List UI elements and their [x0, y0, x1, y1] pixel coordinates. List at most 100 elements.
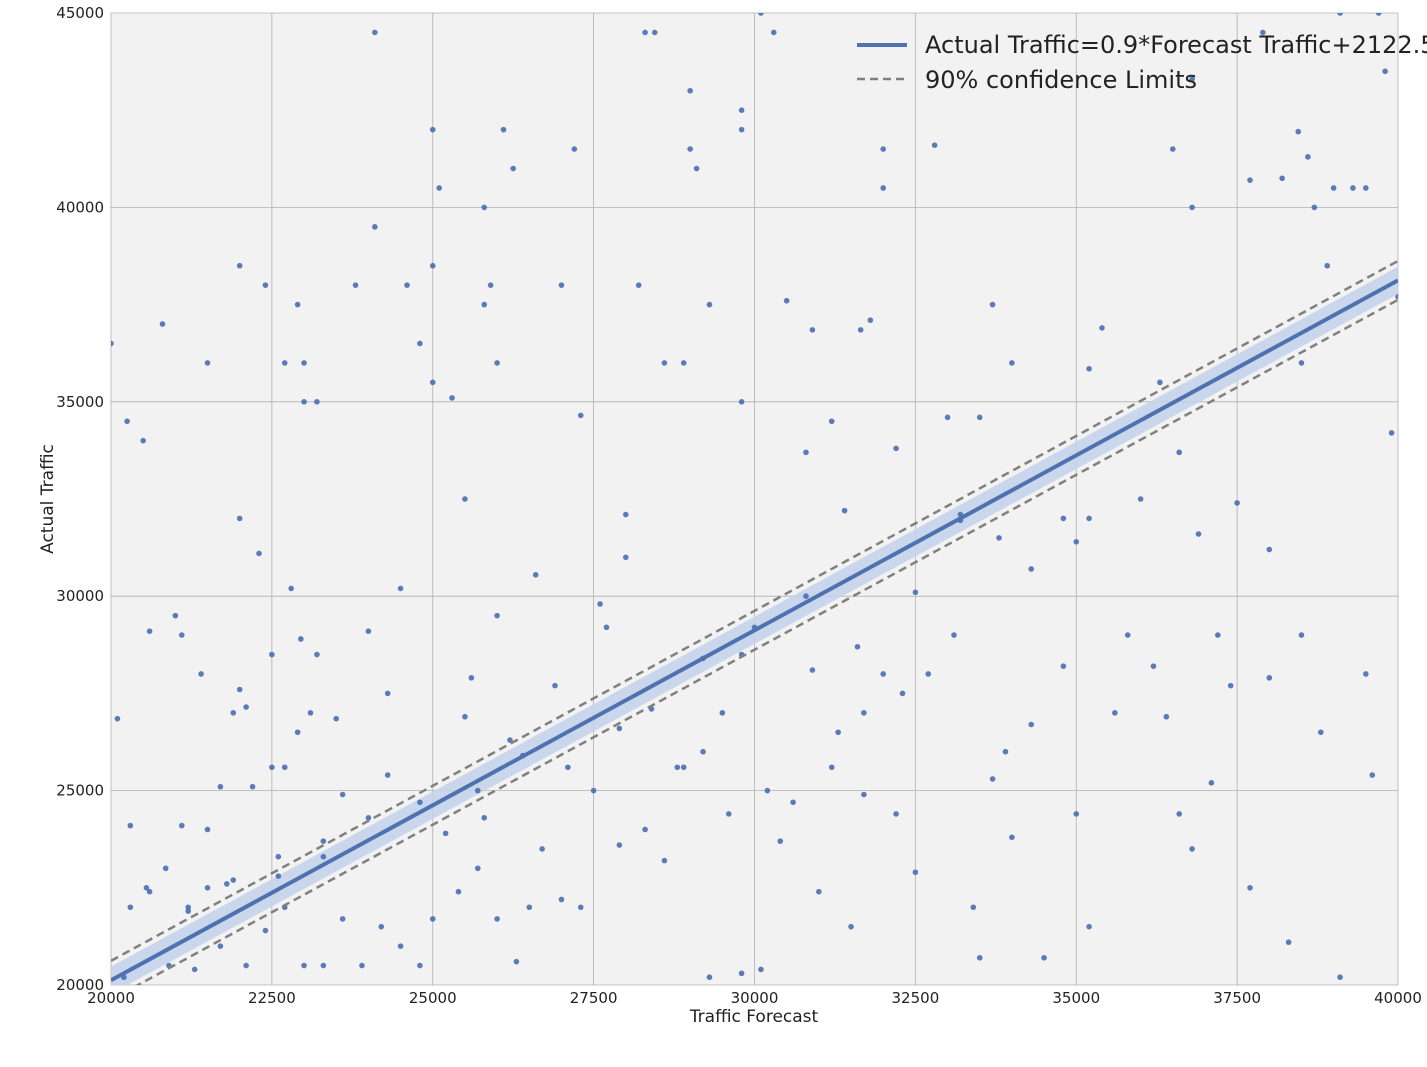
x-tick-label: 30000 [731, 989, 779, 1007]
data-point [828, 764, 835, 771]
data-point [1305, 154, 1311, 160]
data-point [127, 822, 134, 829]
data-point [1099, 325, 1105, 331]
y-axis-label: Actual Traffic [38, 444, 58, 554]
data-point [1311, 204, 1318, 211]
data-point [507, 737, 513, 743]
data-point [1382, 68, 1388, 75]
data-point [661, 360, 668, 366]
data-point [481, 301, 488, 308]
data-point [680, 764, 687, 771]
data-point [1073, 538, 1080, 545]
data-point [1279, 175, 1285, 182]
data-point [217, 943, 224, 949]
data-point [301, 399, 307, 405]
data-point [198, 671, 204, 677]
data-point [230, 877, 237, 883]
data-point [951, 632, 957, 638]
data-point [320, 853, 327, 860]
data-point [603, 624, 610, 631]
data-point [1073, 811, 1080, 817]
x-axis-ticks: 20000 22500 25000 27500 30000 32500 35000 37500… [87, 989, 1422, 1007]
data-point [706, 974, 713, 981]
data-point [674, 764, 681, 771]
data-point [1363, 185, 1369, 191]
data-point [462, 713, 468, 720]
data-point [803, 449, 809, 456]
y-axis-ticks: 20000 25000 30000 35000 40000 45000 [56, 4, 104, 994]
data-point [384, 772, 391, 778]
x-tick-label: 40000 [1374, 989, 1422, 1007]
data-point [256, 550, 262, 557]
data-point [468, 675, 475, 681]
data-point [1009, 360, 1015, 366]
data-point [236, 262, 243, 269]
data-point [1260, 29, 1266, 36]
data-point [204, 360, 211, 366]
data-point [429, 379, 436, 386]
data-point [1195, 531, 1202, 537]
data-point [185, 904, 192, 911]
data-point [301, 962, 307, 969]
lower-confidence-limit [135, 298, 1398, 985]
data-point [565, 764, 571, 771]
data-point [417, 340, 423, 347]
data-point [738, 399, 745, 405]
data-point [1176, 449, 1183, 456]
data-point [455, 888, 462, 895]
data-point [372, 224, 378, 230]
data-point [301, 360, 307, 366]
data-point [738, 107, 745, 113]
data-point [1208, 780, 1215, 786]
data-point [880, 671, 886, 677]
data-point [841, 507, 848, 514]
data-point [404, 282, 410, 288]
data-point [294, 301, 301, 308]
data-point [1150, 663, 1157, 669]
data-point [687, 87, 693, 94]
x-tick-label: 35000 [1052, 989, 1100, 1007]
data-point [1189, 76, 1195, 82]
data-point [230, 710, 237, 716]
data-point [146, 628, 153, 634]
x-tick-label: 37500 [1213, 989, 1261, 1007]
data-point [861, 710, 867, 716]
data-point [442, 830, 449, 837]
data-point [359, 962, 365, 969]
data-point [333, 715, 340, 722]
data-point [1028, 566, 1035, 572]
data-point [397, 943, 404, 949]
data-point [577, 904, 584, 911]
data-point [384, 690, 391, 697]
data-point [204, 885, 211, 891]
data-point [1189, 846, 1195, 852]
upper-confidence-limit [111, 259, 1398, 962]
data-point [146, 888, 153, 895]
data-point [429, 262, 436, 269]
data-point [474, 865, 481, 872]
data-point [738, 970, 745, 977]
data-point [651, 29, 658, 36]
data-point [1176, 811, 1183, 817]
y-tick-label: 45000 [56, 4, 104, 22]
data-point [1137, 496, 1144, 502]
data-point [719, 710, 726, 716]
x-tick-label: 22500 [248, 989, 296, 1007]
data-point [590, 787, 597, 794]
data-point [320, 838, 327, 844]
data-point [623, 511, 629, 518]
data-point [449, 395, 455, 401]
data-point [462, 496, 468, 502]
data-point [1009, 834, 1015, 841]
data-point [429, 916, 436, 922]
data-point [1337, 13, 1343, 16]
data-point [661, 857, 668, 864]
data-point [1086, 923, 1092, 930]
data-point [1169, 146, 1176, 152]
data-point [178, 822, 185, 829]
data-point [693, 165, 700, 172]
data-point [1234, 500, 1240, 506]
data-point [1266, 675, 1273, 681]
data-point [314, 399, 320, 405]
